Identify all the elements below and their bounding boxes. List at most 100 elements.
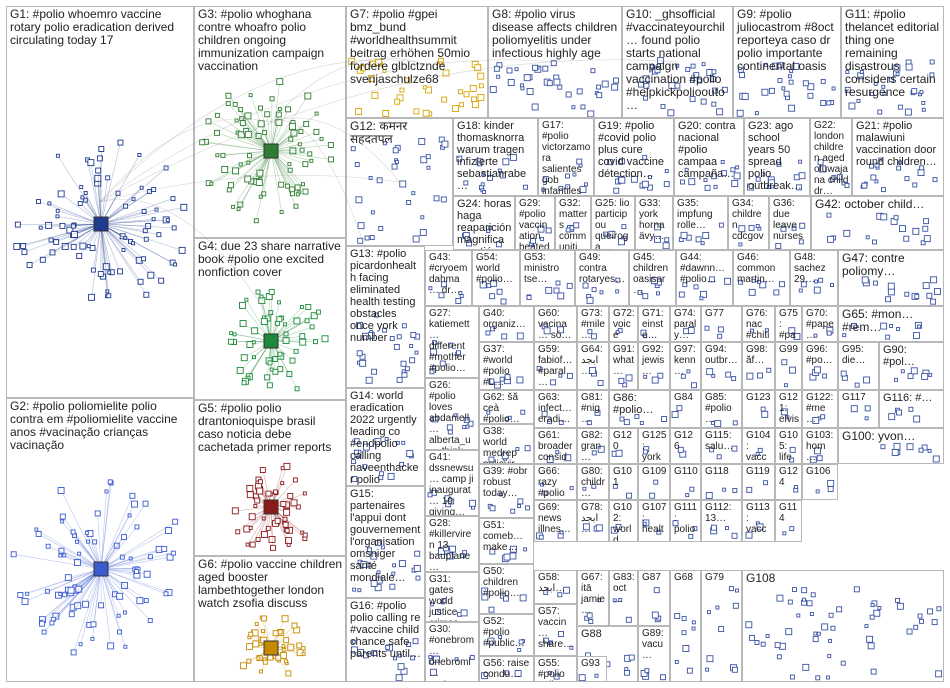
group-label: G12: कमनर सहदतपल bbox=[350, 119, 411, 146]
edge bbox=[29, 223, 102, 266]
node bbox=[654, 67, 661, 74]
node bbox=[867, 642, 875, 650]
node bbox=[427, 492, 433, 498]
node bbox=[232, 101, 238, 107]
node bbox=[711, 373, 716, 378]
node bbox=[299, 147, 305, 153]
node bbox=[287, 492, 294, 499]
node bbox=[546, 456, 554, 463]
edge bbox=[100, 515, 130, 570]
group-label: G106 bbox=[806, 466, 831, 477]
group-cell-g59: G59: fabiof… #paral… bbox=[534, 342, 577, 390]
node bbox=[921, 372, 929, 380]
node bbox=[827, 486, 834, 492]
node bbox=[293, 203, 299, 209]
node bbox=[409, 357, 416, 364]
node bbox=[840, 370, 847, 377]
node bbox=[664, 169, 669, 174]
node bbox=[84, 530, 89, 535]
node bbox=[519, 594, 527, 602]
node bbox=[231, 507, 239, 515]
node bbox=[732, 602, 739, 609]
node bbox=[209, 181, 214, 186]
group-cell-g81: G81: #nig… bbox=[577, 390, 609, 428]
node bbox=[319, 136, 324, 141]
node bbox=[682, 282, 688, 288]
node bbox=[277, 366, 284, 373]
node bbox=[558, 373, 563, 378]
cluster-nodes bbox=[456, 153, 528, 194]
group-label: G80: childr… bbox=[581, 466, 606, 499]
node bbox=[280, 466, 285, 471]
node bbox=[865, 235, 870, 240]
edge bbox=[97, 170, 102, 225]
edge bbox=[270, 81, 281, 152]
node bbox=[813, 333, 818, 338]
node bbox=[368, 176, 373, 180]
node bbox=[393, 656, 398, 661]
group-label: G109 bbox=[642, 466, 667, 477]
node bbox=[499, 492, 503, 497]
node bbox=[717, 326, 724, 333]
edge bbox=[270, 340, 298, 389]
node bbox=[707, 610, 711, 615]
group-cell-g93: G93 bbox=[577, 656, 607, 682]
edge bbox=[48, 545, 102, 570]
node bbox=[891, 449, 899, 456]
node bbox=[801, 587, 808, 594]
node bbox=[412, 638, 419, 645]
node bbox=[558, 631, 564, 637]
node bbox=[588, 619, 594, 624]
cluster-nodes bbox=[888, 406, 921, 423]
edge bbox=[100, 568, 126, 647]
node bbox=[96, 155, 103, 162]
edge bbox=[47, 568, 102, 592]
node bbox=[757, 372, 763, 379]
node bbox=[619, 158, 625, 165]
group-label: G55: #polio polio… bbox=[538, 658, 569, 681]
node bbox=[773, 289, 780, 296]
group-label: G89: vacu… bbox=[642, 628, 667, 661]
node bbox=[70, 529, 76, 535]
group-label: G33: york horna ävy… bbox=[639, 198, 668, 242]
edge bbox=[100, 223, 108, 297]
node bbox=[57, 190, 65, 198]
group-label: G76: nac #chiti… bbox=[746, 308, 770, 341]
group-cell-g14: G14: world eradication 2022 urgently lea… bbox=[346, 388, 425, 486]
node bbox=[739, 72, 746, 79]
node bbox=[499, 172, 506, 179]
node bbox=[691, 620, 696, 625]
edge bbox=[100, 218, 154, 225]
node bbox=[820, 100, 827, 106]
cluster-nodes bbox=[540, 482, 574, 496]
node bbox=[697, 78, 703, 84]
cluster-nodes bbox=[680, 369, 697, 389]
node bbox=[246, 491, 254, 499]
node bbox=[728, 586, 734, 592]
cluster-nodes bbox=[643, 372, 664, 384]
group-cell-g19: G19: #polio #covid polio plus cure covid… bbox=[594, 118, 674, 196]
node bbox=[277, 351, 283, 357]
node bbox=[611, 83, 619, 91]
group-cell-g60: G60: vacina… só… bbox=[534, 306, 577, 342]
node bbox=[49, 620, 55, 626]
node bbox=[896, 409, 902, 416]
edge bbox=[90, 162, 102, 225]
group-cell-g114: G114 bbox=[775, 500, 802, 542]
node bbox=[220, 152, 226, 158]
node bbox=[735, 588, 739, 593]
edge bbox=[100, 223, 147, 295]
node bbox=[683, 328, 690, 335]
node bbox=[761, 410, 769, 418]
group-label: G93 bbox=[581, 658, 600, 669]
node bbox=[586, 420, 592, 426]
edge bbox=[38, 201, 102, 225]
node bbox=[397, 653, 402, 658]
node bbox=[777, 78, 783, 83]
node bbox=[788, 79, 794, 85]
edge bbox=[100, 223, 162, 281]
group-label: G4: due 23 share narrative book #polio o… bbox=[198, 239, 345, 279]
cluster-nodes bbox=[591, 445, 605, 456]
node bbox=[591, 333, 598, 340]
node bbox=[370, 210, 375, 215]
